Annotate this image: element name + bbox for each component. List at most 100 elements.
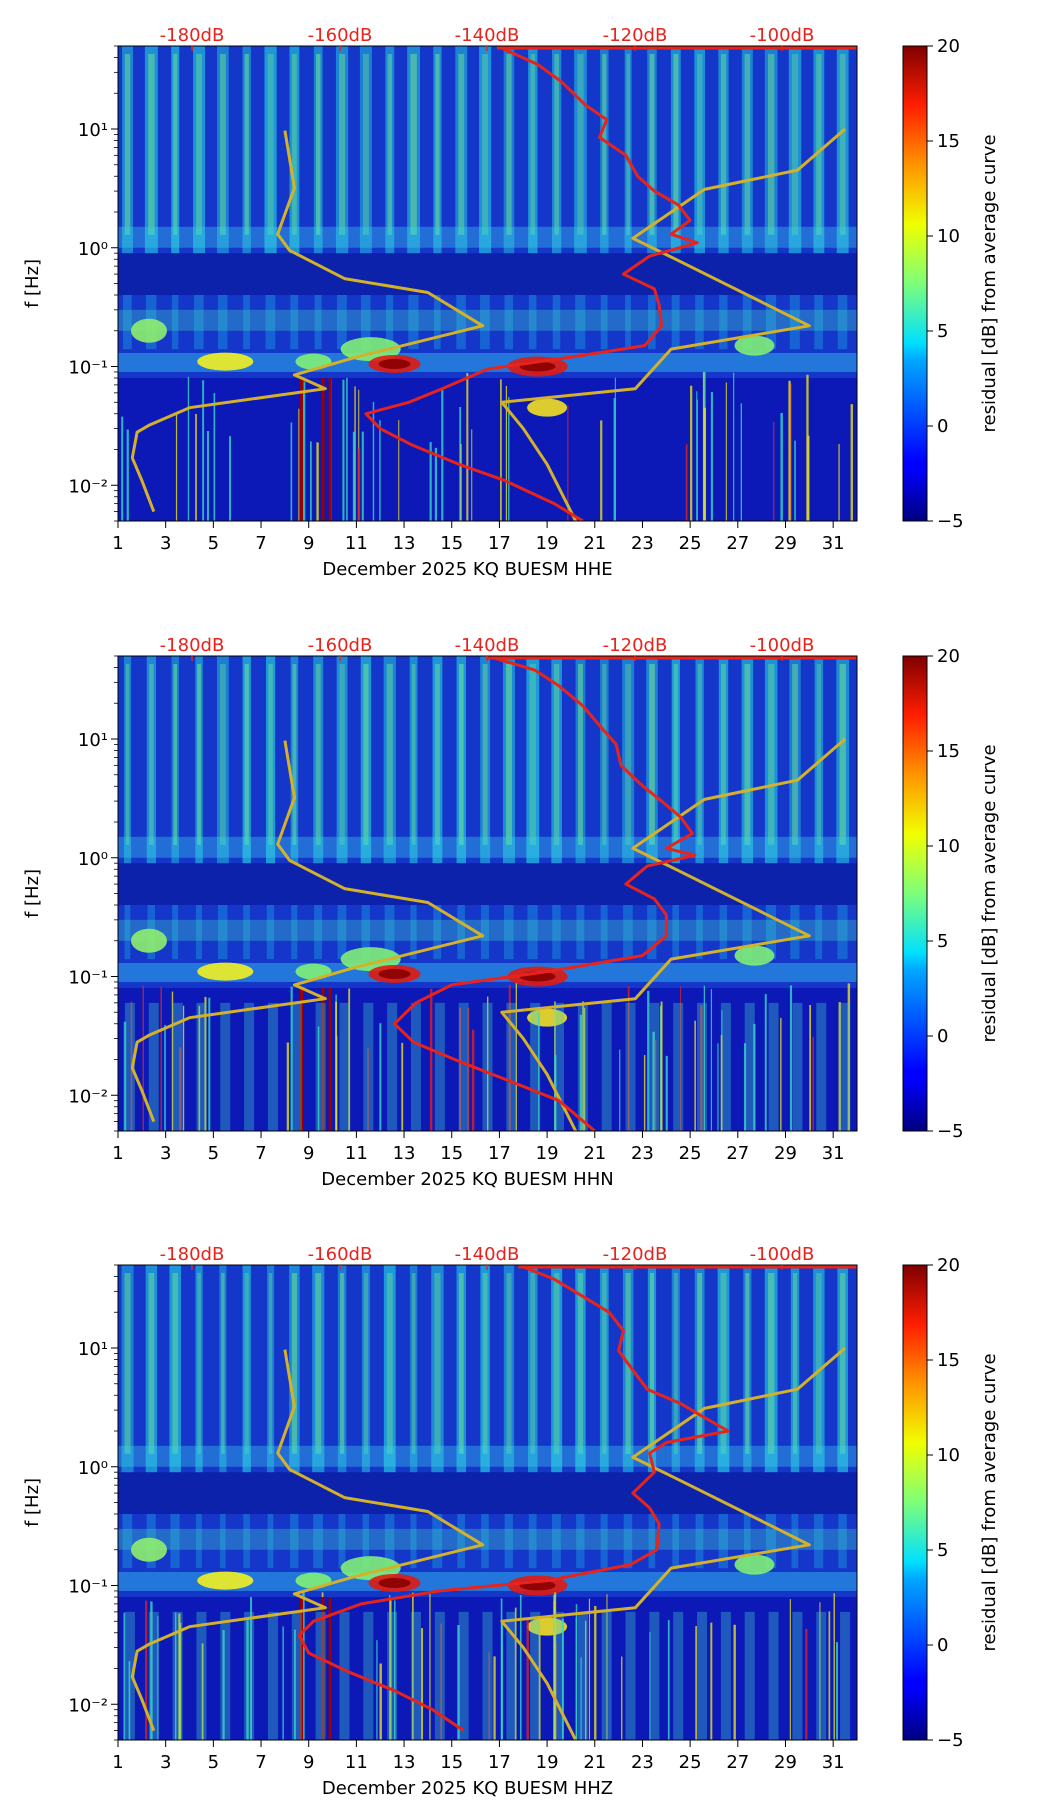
daily-noise-stripe-core (482, 1273, 488, 1454)
daily-noise-stripe-core (197, 664, 201, 845)
daily-noise-stripe-low (719, 905, 728, 960)
noise-model-curve (500, 737, 847, 1131)
low-frequency-stripe (649, 1002, 660, 1131)
x-tick-label: 5 (208, 1752, 219, 1773)
daily-noise-stripe-low (719, 295, 728, 350)
x-axis-label: December 2025 KQ BUESM HHZ (322, 1778, 613, 1799)
daily-noise-stripe-core (363, 1273, 368, 1454)
daily-noise-stripe-low (528, 295, 537, 350)
daily-noise-stripe-low (360, 295, 371, 350)
daily-noise-stripe-core (219, 54, 226, 235)
daily-noise-stripe-low (504, 1514, 513, 1569)
top-db-label: -160dB (308, 635, 373, 656)
x-tick-label: 9 (303, 1143, 314, 1164)
x-tick-label: 31 (822, 1143, 845, 1164)
daily-noise-stripe (551, 1265, 563, 1473)
daily-noise-stripe-low (671, 295, 680, 350)
daily-noise-stripe (741, 46, 753, 254)
daily-noise-stripe (266, 656, 276, 864)
x-tick-label: 1 (112, 533, 123, 554)
daily-noise-stripe-core (268, 664, 273, 845)
daily-noise-stripe-low (266, 905, 275, 960)
daily-noise-stripe (217, 46, 229, 254)
y-tick-label: 10⁻² (68, 1695, 108, 1716)
daily-noise-stripe-low (625, 295, 631, 350)
x-tick-label: 23 (631, 1752, 654, 1773)
daily-noise-stripe-core (173, 664, 178, 845)
daily-noise-stripe-low (433, 295, 441, 350)
microseism-blob (130, 318, 167, 343)
daily-noise-stripe-core (602, 664, 607, 845)
daily-noise-stripe (528, 46, 538, 254)
daily-noise-stripe-core (268, 1273, 273, 1454)
microseism-blob (527, 1008, 568, 1027)
daily-noise-stripe (361, 1265, 370, 1473)
daily-noise-stripe-low (743, 1514, 751, 1569)
x-tick-label: 25 (679, 1143, 702, 1164)
colorbar-tick-label: −5 (937, 1121, 964, 1142)
daily-noise-stripe-core (482, 664, 488, 845)
top-db-label: -120dB (603, 635, 668, 656)
daily-noise-stripe (813, 46, 825, 254)
low-frequency-stripe (267, 1611, 278, 1740)
daily-noise-stripe-low (195, 905, 202, 960)
daily-noise-stripe (219, 1265, 227, 1473)
x-tick-label: 29 (774, 1143, 797, 1164)
daily-noise-stripe-low (552, 295, 561, 350)
daily-noise-stripe (479, 46, 492, 254)
daily-noise-stripe-low (576, 1514, 585, 1569)
y-tick-label: 10⁰ (78, 849, 108, 870)
colorbar-tick-label: 10 (937, 836, 960, 857)
daily-noise-stripe-low (718, 1514, 729, 1569)
daily-noise-stripe-core (673, 1273, 678, 1454)
band-0p25hz (118, 919, 857, 941)
y-axis-label: f [Hz] (22, 1478, 43, 1527)
daily-noise-stripe (359, 46, 372, 254)
low-frequency-stripe (124, 1611, 135, 1740)
daily-noise-stripe (216, 656, 229, 864)
microseism-blob (130, 1537, 167, 1562)
low-frequency-stripe (220, 1611, 231, 1740)
daily-noise-stripe-core (767, 54, 775, 235)
daily-noise-stripe-low (408, 295, 419, 350)
daily-noise-stripe-core (291, 1273, 298, 1454)
x-tick-label: 29 (774, 533, 797, 554)
daily-noise-stripe-core (815, 1273, 822, 1454)
daily-noise-stripe (313, 656, 324, 864)
daily-noise-stripe-low (172, 905, 179, 960)
x-tick-label: 31 (822, 533, 845, 554)
spectrogram-plot-area (118, 656, 857, 1131)
daily-noise-stripe-low (600, 905, 608, 960)
daily-noise-stripe-low (552, 1514, 561, 1569)
daily-noise-stripe-low (170, 1514, 180, 1569)
low-frequency-stripe (625, 1002, 636, 1131)
daily-noise-stripe-core (602, 1273, 607, 1454)
low-frequency-stripe (816, 1611, 827, 1740)
daily-noise-stripe-core (602, 54, 607, 235)
microseism-blob (340, 1556, 401, 1581)
daily-noise-stripe (551, 46, 562, 254)
daily-noise-stripe (121, 1265, 134, 1473)
daily-noise-stripe (718, 656, 729, 864)
daily-noise-stripe-low (672, 905, 680, 960)
microseism-blob (527, 1617, 568, 1636)
y-tick-label: 10⁻¹ (68, 1577, 108, 1598)
daily-noise-stripe-low (575, 295, 586, 350)
daily-noise-stripe-low (410, 1514, 417, 1569)
y-axis-label: f [Hz] (22, 869, 43, 918)
top-db-label: -160dB (308, 25, 373, 46)
psd-curve (297, 1265, 730, 1732)
daily-noise-stripe-core (792, 664, 798, 845)
daily-noise-stripe-low (196, 1514, 202, 1569)
low-frequency-stripe (196, 1611, 207, 1740)
low-frequency-stripe (244, 1611, 255, 1740)
daily-noise-stripe-core (149, 664, 154, 845)
low-frequency-stripe (577, 1611, 588, 1740)
daily-noise-stripe-core (267, 54, 274, 235)
top-db-label: -100dB (750, 1244, 815, 1265)
colorbar-label: residual [dB] from average curve (979, 744, 1000, 1042)
low-frequency-stripe (673, 1002, 684, 1131)
daily-noise-stripe-core (458, 1273, 464, 1454)
daily-noise-stripe (836, 46, 849, 254)
